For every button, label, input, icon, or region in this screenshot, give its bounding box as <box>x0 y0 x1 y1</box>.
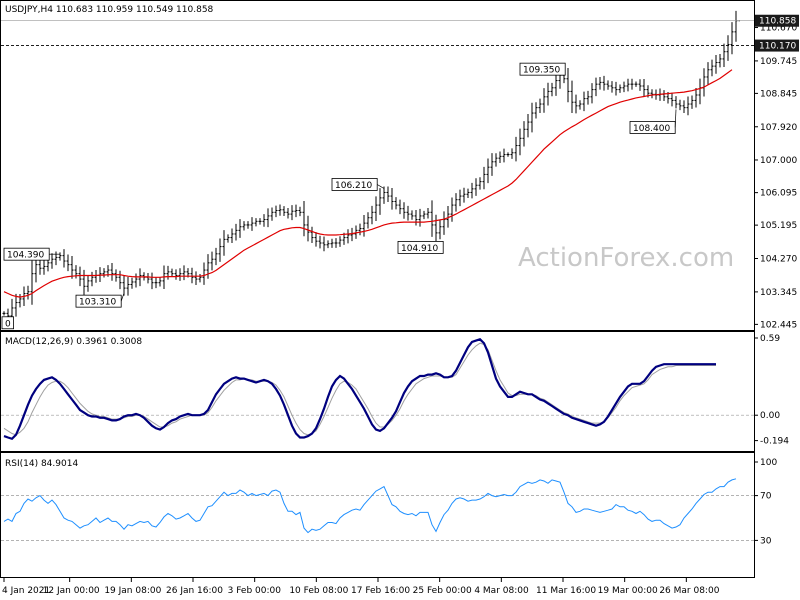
price-y-tick-label: 104.270 <box>760 255 797 265</box>
rsi-header: RSI(14) 84.9014 <box>5 459 78 469</box>
price-annotation-connector <box>120 293 125 302</box>
axes: 110.670 109.745 108.845 107.920 107.000 106.0… <box>2 14 799 596</box>
price-header: USDJPY,H4 110.683 110.959 110.549 110.85… <box>5 5 214 15</box>
rsi-panel-frame <box>0 452 755 578</box>
macd-panel-frame <box>0 331 755 452</box>
x-tick-label: 25 Feb 00:00 <box>413 586 472 596</box>
price-tag-bg <box>755 39 799 52</box>
x-tick-label: 19 Mar 00:00 <box>598 586 658 596</box>
rsi-y-tick-label: 30 <box>760 536 772 546</box>
rsi-line <box>3 478 737 534</box>
price-tag-label: 110.858 <box>759 17 796 27</box>
price-annotation-label: 108.400 <box>633 124 670 134</box>
price-plot: 104.390 103.310 106.210 104.910 109.350 108.4… <box>1 0 754 329</box>
x-tick-label: 4 Mar 08:00 <box>474 586 529 596</box>
macd-y-tick-label: -0.194 <box>760 437 789 447</box>
x-tick-label: 26 Mar 08:00 <box>659 586 719 596</box>
rsi-y-tick-label: 70 <box>760 492 772 502</box>
price-y-tick-label: 109.745 <box>760 57 797 67</box>
price-annotation-box <box>1 316 15 330</box>
price-annotation-label: 104.910 <box>401 244 438 254</box>
price-y-tick-label: 106.095 <box>760 189 797 199</box>
price-annotation-label: 0 <box>5 319 11 329</box>
price-tag-label: 110.170 <box>759 42 796 52</box>
x-tick-label: 10 Feb 08:00 <box>289 586 348 596</box>
rsi-y-tick-label: 100 <box>760 458 777 468</box>
x-tick-label: 3 Feb 00:00 <box>228 586 282 596</box>
price-y-tick-label: 102.445 <box>760 320 797 330</box>
x-tick-label: 19 Jan 08:00 <box>104 586 161 596</box>
price-y-tick-label: 110.670 <box>760 24 797 34</box>
x-tick-label: 17 Feb 16:00 <box>351 586 410 596</box>
x-tick-label: 4 Jan 2021 <box>2 586 50 596</box>
price-tag-bg <box>755 14 799 27</box>
price-annotation-connector <box>377 184 385 189</box>
price-annotation-box <box>397 241 444 254</box>
price-y-tick-label: 103.345 <box>760 288 797 298</box>
watermark: ActionForex.com <box>518 243 734 273</box>
macd-y-tick-label: 0.59 <box>760 334 780 344</box>
price-annotation-label: 103.310 <box>79 298 116 308</box>
price-panel-frame <box>0 0 755 331</box>
price-annotation-label: 106.210 <box>335 181 372 191</box>
x-tick-label: 12 Jan 00:00 <box>43 586 100 596</box>
macd-line <box>3 338 716 441</box>
macd-plot <box>1 338 754 441</box>
x-tick-label: 11 Mar 16:00 <box>536 586 596 596</box>
moving-average-line <box>3 69 733 298</box>
macd-header: MACD(12,26,9) 0.3961 0.3008 <box>5 337 142 347</box>
rsi-plot <box>1 478 754 541</box>
price-y-tick-label: 107.920 <box>760 123 797 133</box>
price-annotation-box <box>519 62 566 76</box>
price-annotation-label: 109.350 <box>523 66 560 76</box>
price-annotation-label: 104.390 <box>7 251 44 261</box>
x-tick-label: 26 Jan 16:00 <box>166 586 223 596</box>
macd-y-tick-label: 0.00 <box>760 411 780 421</box>
price-annotation-connector <box>674 109 677 128</box>
price-y-tick-label: 107.000 <box>760 156 797 166</box>
price-y-tick-label: 108.845 <box>760 89 797 99</box>
price-y-tick-label: 105.195 <box>760 221 797 231</box>
